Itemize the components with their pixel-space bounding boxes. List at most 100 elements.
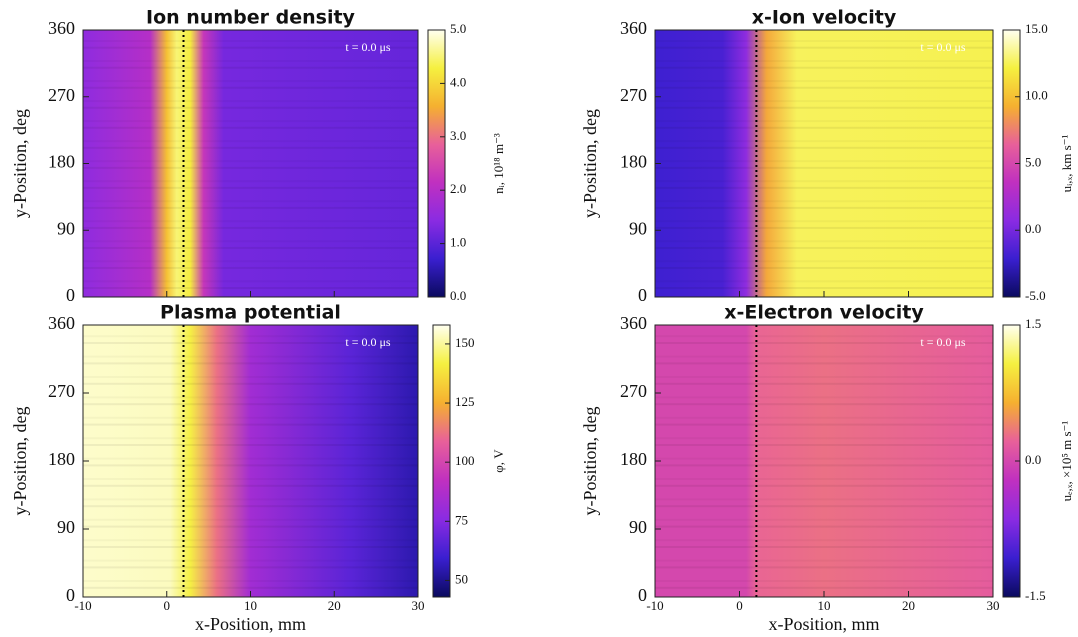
y-tick-label: 90 xyxy=(57,517,75,537)
texture xyxy=(83,86,418,89)
y-tick-label: 90 xyxy=(57,218,75,238)
texture xyxy=(655,566,993,569)
texture xyxy=(655,519,993,521)
texture xyxy=(83,166,418,169)
colorbar-tick-label: 15.0 xyxy=(1025,21,1048,36)
texture xyxy=(655,266,993,269)
texture xyxy=(83,66,418,69)
texture xyxy=(83,146,418,149)
x-tick-label: -10 xyxy=(646,598,663,613)
y-axis-label: y-Position, deg xyxy=(580,406,600,515)
texture xyxy=(655,423,993,426)
texture xyxy=(83,80,418,82)
texture xyxy=(83,539,418,541)
chart-title: Ion number density xyxy=(146,7,356,29)
texture xyxy=(83,140,418,142)
annotation: t = 0.0 μs xyxy=(345,40,391,54)
texture xyxy=(655,86,993,89)
texture xyxy=(83,280,418,282)
texture xyxy=(83,484,418,487)
texture xyxy=(655,200,993,202)
texture xyxy=(655,166,993,169)
field xyxy=(655,325,993,597)
texture xyxy=(655,226,993,229)
x-tick-label: 10 xyxy=(244,598,257,613)
texture xyxy=(83,444,418,446)
texture xyxy=(655,464,993,467)
texture xyxy=(83,206,418,209)
colorbar-label: nᵢ, 10¹⁸ m⁻³ xyxy=(491,133,506,194)
field xyxy=(83,30,418,297)
texture xyxy=(655,186,993,189)
y-tick-label: 360 xyxy=(48,313,75,333)
texture xyxy=(83,505,418,508)
texture xyxy=(83,46,418,49)
texture xyxy=(655,60,993,62)
texture xyxy=(655,382,993,385)
texture xyxy=(655,120,993,122)
x-tick-label: 30 xyxy=(987,598,1000,613)
colorbar-tick-label: 3.0 xyxy=(450,128,466,143)
texture xyxy=(83,200,418,202)
texture xyxy=(83,106,418,109)
colorbar-label: uᵢ,ₓ, km s⁻¹ xyxy=(1059,134,1074,192)
texture xyxy=(83,362,418,365)
texture xyxy=(655,46,993,49)
x-tick-label: 20 xyxy=(328,598,341,613)
texture xyxy=(655,396,993,398)
colorbar-tick-label: 0.0 xyxy=(1025,452,1041,467)
x-axis-label: x-Position, mm xyxy=(195,614,306,634)
texture xyxy=(655,417,993,419)
texture xyxy=(83,266,418,269)
colorbar-tick-label: 5.0 xyxy=(450,21,466,36)
texture xyxy=(655,140,993,142)
texture xyxy=(655,220,993,222)
texture xyxy=(83,356,418,358)
texture xyxy=(83,437,418,439)
colorbar-tick-label: 75 xyxy=(455,512,468,527)
y-axis-label: y-Position, deg xyxy=(10,406,30,515)
texture xyxy=(83,417,418,419)
y-tick-label: 180 xyxy=(620,449,647,469)
texture xyxy=(655,106,993,109)
texture xyxy=(83,566,418,569)
x-tick-label: 0 xyxy=(736,598,743,613)
texture xyxy=(655,180,993,182)
texture xyxy=(83,560,418,562)
x-axis-label: x-Position, mm xyxy=(768,614,879,634)
chart-title: x-Electron velocity xyxy=(724,302,924,324)
y-tick-label: 360 xyxy=(620,313,647,333)
texture xyxy=(83,546,418,548)
y-tick-label: 90 xyxy=(629,517,647,537)
texture xyxy=(655,160,993,162)
texture xyxy=(655,546,993,548)
texture xyxy=(83,498,418,500)
colorbar-tick-label: 10.0 xyxy=(1025,88,1048,103)
texture xyxy=(83,423,418,426)
colorbar-tick-label: 1.5 xyxy=(1025,316,1041,331)
y-tick-label: 0 xyxy=(66,585,75,605)
texture xyxy=(655,484,993,487)
chart-title: Plasma potential xyxy=(160,302,341,324)
texture xyxy=(83,126,418,129)
texture xyxy=(655,525,993,528)
y-tick-label: 270 xyxy=(48,85,75,105)
texture xyxy=(655,126,993,129)
texture xyxy=(655,505,993,508)
y-tick-label: 0 xyxy=(66,285,75,305)
y-tick-label: 180 xyxy=(620,152,647,172)
colorbar-tick-label: 4.0 xyxy=(450,74,466,89)
texture xyxy=(655,146,993,149)
texture xyxy=(83,246,418,249)
texture xyxy=(83,376,418,378)
texture xyxy=(83,180,418,182)
texture xyxy=(83,519,418,521)
y-tick-label: 270 xyxy=(620,381,647,401)
texture xyxy=(655,286,993,289)
texture xyxy=(83,458,418,460)
annotation: t = 0.0 μs xyxy=(920,335,966,349)
texture xyxy=(655,498,993,500)
colorbar-tick-label: -1.5 xyxy=(1025,588,1046,603)
texture xyxy=(655,280,993,282)
texture xyxy=(655,66,993,69)
